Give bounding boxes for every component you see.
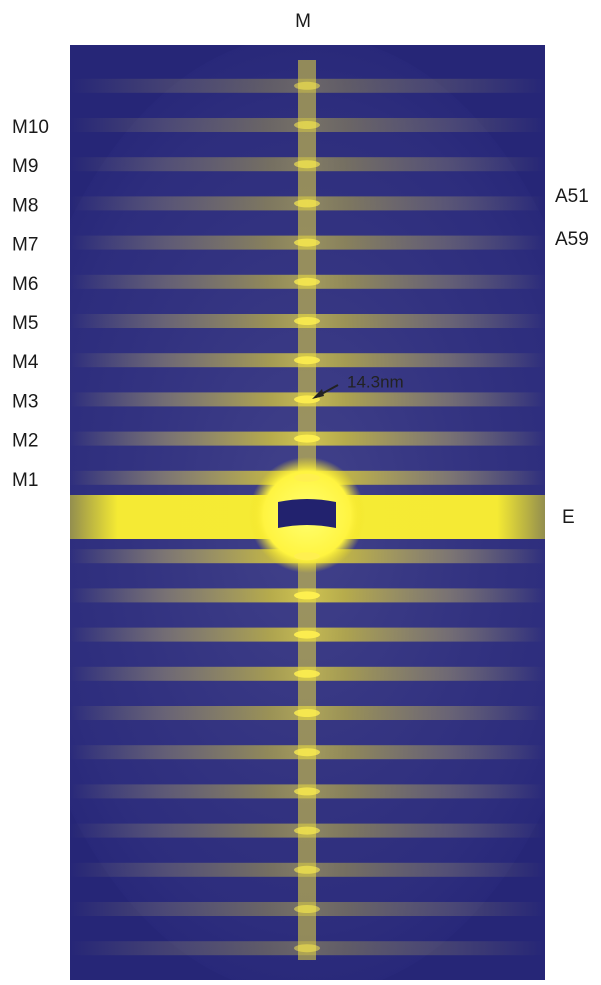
layer-line-label: M10 bbox=[12, 117, 49, 138]
beam-stop bbox=[278, 499, 336, 528]
layer-line-label: M1 bbox=[12, 470, 38, 491]
meridional-reflection bbox=[294, 944, 320, 953]
meridional-reflection bbox=[294, 434, 320, 443]
meridional-reflection bbox=[294, 905, 320, 913]
meridional-reflection bbox=[294, 591, 320, 600]
meridional-reflection bbox=[294, 787, 320, 796]
meridional-reflection bbox=[294, 121, 320, 129]
meridional-reflection bbox=[294, 473, 320, 482]
meridional-reflection bbox=[294, 160, 320, 169]
meridional-reflection bbox=[294, 356, 320, 365]
annotation-arrowhead bbox=[312, 389, 324, 399]
meridional-reflection bbox=[294, 395, 320, 404]
meridional-reflection bbox=[294, 669, 320, 678]
left-labels: M10 M9 M8 M7 M6 M5 M4 M3 M2 M1 bbox=[12, 117, 49, 491]
layer-line-label: M5 bbox=[12, 313, 38, 334]
meridian-label: M bbox=[295, 11, 311, 32]
layer-line-label: M4 bbox=[12, 352, 39, 373]
layer-line-label: A59 bbox=[555, 229, 589, 250]
meridional-reflection bbox=[294, 630, 320, 639]
meridional-reflection bbox=[294, 709, 320, 717]
meridional-reflection bbox=[294, 238, 320, 247]
meridional-reflection bbox=[294, 317, 320, 325]
annotation: 14.3nm bbox=[347, 372, 404, 391]
meridional-reflection bbox=[294, 865, 320, 874]
meridional-reflection bbox=[294, 748, 320, 757]
layer-line-label: M7 bbox=[12, 235, 38, 256]
meridional-reflection bbox=[294, 199, 320, 208]
meridional-reflection bbox=[294, 552, 320, 561]
layer-line-label: A51 bbox=[555, 186, 589, 207]
meridional-reflection bbox=[294, 826, 320, 835]
diffraction-pattern bbox=[70, 45, 545, 980]
layer-line-label: M6 bbox=[12, 274, 38, 295]
equator-label: E bbox=[562, 507, 575, 528]
layer-line-label: M3 bbox=[12, 391, 38, 412]
layer-line-label: M9 bbox=[12, 156, 38, 177]
layer-line-label: M2 bbox=[12, 431, 38, 452]
meridional-reflection bbox=[294, 81, 320, 90]
layer-line-label: M8 bbox=[12, 195, 38, 216]
meridional-reflection bbox=[294, 277, 320, 286]
